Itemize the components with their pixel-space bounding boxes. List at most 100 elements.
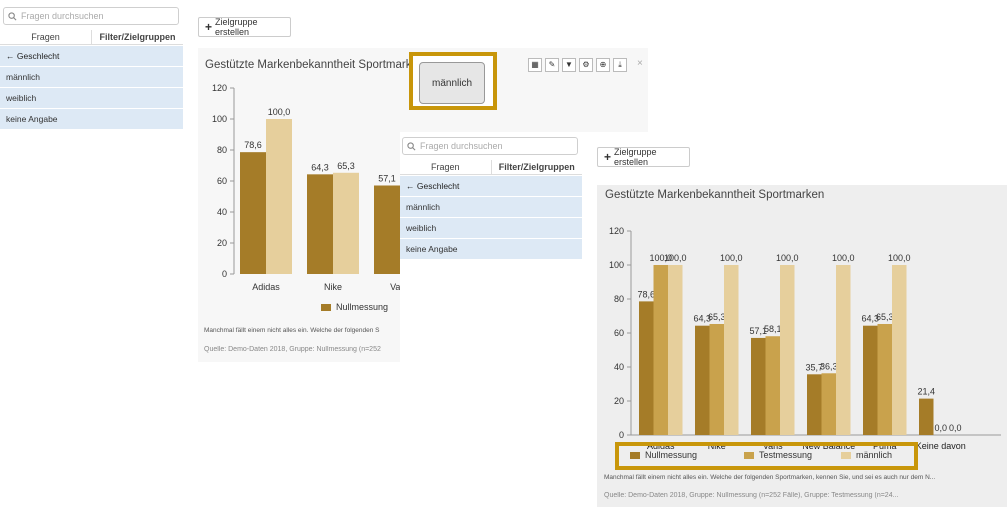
legend-item-nullmessung[interactable]: Nullmessung	[630, 450, 697, 460]
chart-title: Gestützte Markenbekanntheit Sportmarken	[205, 59, 425, 71]
back-tabs: Fragen Filter/Zielgruppen	[0, 30, 183, 45]
legend-item-maennlich[interactable]: männlich	[841, 450, 892, 460]
close-icon[interactable]: ×	[637, 58, 643, 69]
tab-questions[interactable]: Fragen	[31, 32, 60, 42]
legend-label: Nullmessung	[645, 450, 698, 460]
y-tick-label: 100	[609, 260, 624, 270]
plus-icon: +	[205, 20, 213, 34]
data-label: 100,0	[776, 253, 799, 263]
x-tick-label: Puma	[873, 441, 897, 451]
chart-title: Gestützte Markenbekanntheit Sportmarken	[605, 189, 825, 201]
front-tabs: Fragen Filter/Zielgruppen	[400, 160, 582, 175]
filter-icon[interactable]: ▼	[562, 58, 576, 72]
gear-icon[interactable]: ⚙	[579, 58, 593, 72]
bar-3-s1	[821, 373, 836, 435]
chart-source: Quelle: Demo-Daten 2018, Gruppe: Nullmes…	[204, 346, 381, 353]
data-label: 100,0	[720, 253, 743, 263]
legend-swatch	[744, 451, 754, 459]
data-label: 64,3	[861, 314, 879, 324]
search-icon	[407, 141, 416, 150]
bar-adidas-s1	[266, 119, 292, 274]
bar-0-s0	[639, 301, 654, 435]
y-tick-label: 60	[217, 176, 227, 186]
legend-swatch	[841, 451, 851, 459]
x-tick-label: Nike	[708, 441, 726, 451]
legend-highlight-frame	[615, 442, 918, 470]
x-tick-label: Adidas	[252, 282, 280, 292]
data-label: 100,0	[888, 253, 911, 263]
edit-icon[interactable]: ✎	[545, 58, 559, 72]
legend-item-testmessung[interactable]: Testmessung	[744, 450, 812, 460]
bar-2-s0	[751, 337, 766, 435]
highlight-frame: männlich	[409, 52, 497, 110]
bar-1-s1	[709, 323, 724, 435]
y-tick-label: 20	[614, 396, 624, 406]
back-group-list: ← Geschlecht männlich weiblich keine Ang…	[0, 46, 183, 130]
bar-nike-s0	[307, 174, 333, 274]
data-label: 100,0	[268, 107, 291, 117]
create-group-button[interactable]: + Zielgruppe erstellen	[198, 17, 291, 37]
data-label: 64,3	[311, 162, 329, 172]
y-tick-label: 80	[217, 145, 227, 155]
bar-3-s2	[836, 265, 851, 435]
search-placeholder: Fragen durchsuchen	[21, 11, 104, 21]
list-item-female[interactable]: weiblich	[400, 218, 582, 239]
bar-1-s0	[695, 325, 710, 435]
bar-4-s0	[863, 325, 878, 435]
bar-4-s2	[892, 265, 907, 435]
data-label: 65,3	[337, 161, 355, 171]
x-tick-label: Keine davon	[916, 441, 966, 451]
zoom-icon[interactable]: ⊕	[596, 58, 610, 72]
chart-toolbar: ▦ ✎ ▼ ⚙ ⊕ ⤓	[528, 58, 627, 72]
tab-filters[interactable]: Filter/Zielgruppen	[490, 160, 583, 174]
chart-note: Manchmal fällt einem nicht alles ein. We…	[604, 474, 936, 481]
list-item-no-answer[interactable]: keine Angabe	[0, 109, 183, 130]
male-group-label: männlich	[431, 77, 473, 89]
create-group-button[interactable]: + Zielgruppe erstellen	[597, 147, 690, 167]
back-search-input[interactable]: Fragen durchsuchen	[3, 7, 179, 25]
data-label: 65,3	[708, 312, 726, 322]
list-item-male[interactable]: männlich	[0, 67, 183, 88]
y-tick-label: 60	[614, 328, 624, 338]
legend-label: Testmessung	[759, 450, 813, 460]
data-label: 57,1	[749, 326, 767, 336]
data-label: 57,1	[378, 173, 396, 183]
list-item-back-gender[interactable]: ← Geschlecht	[400, 176, 582, 197]
list-item-female[interactable]: weiblich	[0, 88, 183, 109]
bar-5-s0	[919, 398, 934, 435]
y-tick-label: 0	[619, 430, 624, 440]
tab-filters[interactable]: Filter/Zielgruppen	[91, 30, 183, 44]
bar-2-s1	[765, 336, 780, 435]
data-label: 58,1	[764, 324, 782, 334]
legend-label: männlich	[856, 450, 893, 460]
bar-3-s0	[807, 374, 822, 435]
y-tick-label: 100	[212, 114, 227, 124]
y-tick-label: 0	[222, 269, 227, 279]
list-item-no-answer[interactable]: keine Angabe	[400, 239, 582, 260]
list-item-back-gender[interactable]: ← Geschlecht	[0, 46, 183, 67]
bar-1-s2	[724, 265, 739, 435]
search-icon	[8, 11, 17, 20]
data-label: 21,4	[917, 387, 935, 397]
y-tick-label: 20	[217, 238, 227, 248]
data-label: 0,0	[934, 423, 947, 433]
male-group-button[interactable]: männlich	[419, 62, 485, 104]
y-tick-label: 120	[212, 83, 227, 93]
bar-0-s2	[668, 265, 683, 435]
front-search-input[interactable]: Fragen durchsuchen	[402, 137, 578, 155]
download-icon[interactable]: ⤓	[613, 58, 627, 72]
y-tick-label: 40	[614, 362, 624, 372]
data-label: 78,6	[637, 289, 655, 299]
bar-nike-s1	[333, 172, 359, 274]
search-placeholder: Fragen durchsuchen	[420, 141, 503, 151]
list-item-male[interactable]: männlich	[400, 197, 582, 218]
x-tick-label: Vans	[763, 441, 783, 451]
front-window: Fragen durchsuchen Fragen Filter/Zielgru…	[400, 132, 1007, 515]
data-label: 78,6	[244, 140, 262, 150]
tab-questions[interactable]: Fragen	[430, 162, 460, 172]
table-icon[interactable]: ▦	[528, 58, 542, 72]
legend-swatch-nullmessung	[321, 304, 331, 311]
data-label: 65,3	[876, 312, 894, 322]
data-label: 35,7	[805, 362, 823, 372]
data-label: 100,0	[832, 253, 855, 263]
